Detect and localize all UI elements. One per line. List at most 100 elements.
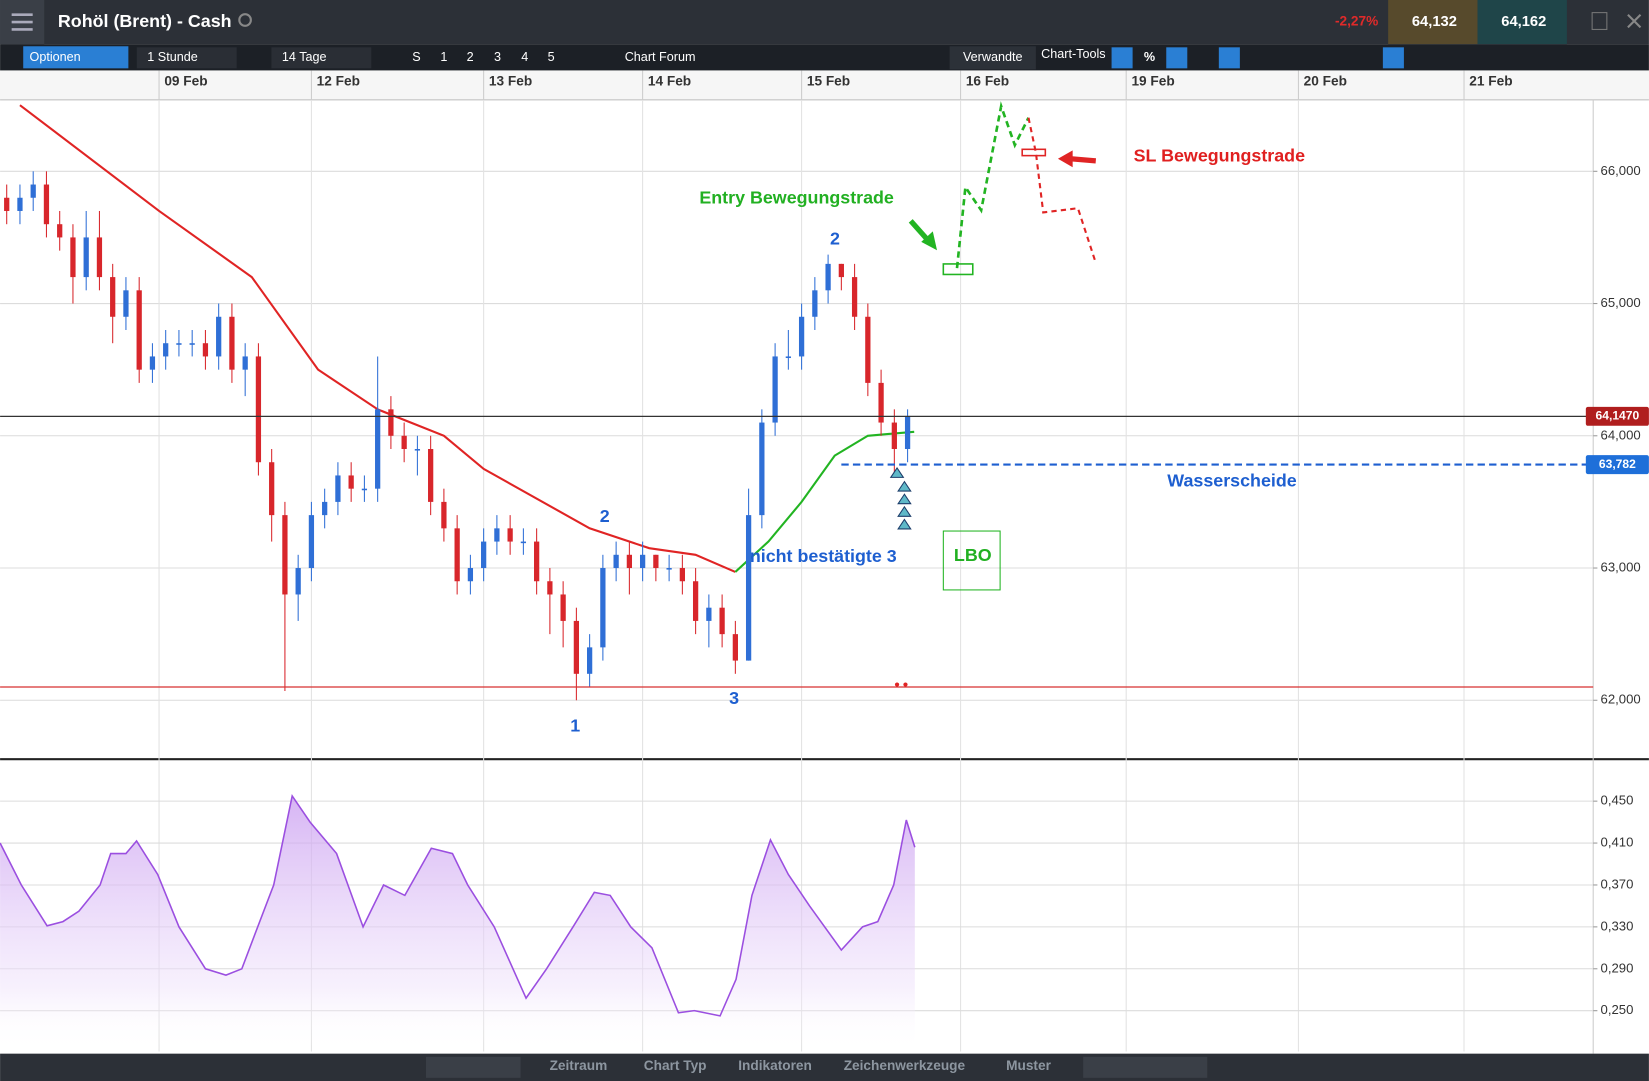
candle-body [322, 501, 328, 516]
candle-body [692, 581, 699, 621]
candle-body [812, 290, 818, 317]
preset[interactable]: 3 [494, 50, 501, 64]
plot-area: 62,000 63,000 64,000 65,000 66,000 09 Feb 12 F… [0, 70, 1649, 1052]
chart-forum[interactable]: Chart Forum [625, 50, 696, 64]
range-select[interactable] [271, 47, 372, 69]
candle-body [865, 316, 871, 383]
candle-body [123, 290, 129, 317]
indicator-area [0, 795, 915, 1052]
candle-body [534, 541, 540, 582]
y-tick-label: 0,330 [1601, 918, 1634, 933]
x-tick-label: 16 Feb [966, 74, 1009, 89]
chart-tools: Chart-Tools [1041, 47, 1105, 61]
annotation: Entry Bewegungstrade [699, 187, 894, 207]
x-tick-label: 13 Feb [489, 74, 532, 89]
sl-box [1021, 148, 1047, 157]
y-tick-label: 0,410 [1601, 835, 1634, 850]
options-button[interactable] [23, 46, 129, 69]
entry-arrowhead [921, 231, 938, 251]
candle-body [375, 409, 381, 489]
bottom-menu[interactable]: Muster [1006, 1058, 1051, 1073]
buy-box[interactable] [1477, 0, 1567, 45]
marker-dot [903, 682, 908, 687]
related: Verwandte [963, 50, 1023, 64]
y-tick-label: 65,000 [1601, 295, 1641, 310]
sl-arrowhead [1057, 150, 1073, 168]
lbo-box [942, 530, 1001, 591]
window-icon[interactable] [1591, 12, 1608, 30]
candle-body [163, 343, 169, 357]
candle-body [70, 237, 76, 278]
candle-body [825, 263, 831, 291]
related-button[interactable] [949, 46, 1036, 70]
candle-body [216, 316, 222, 357]
y-tick-label: 0,370 [1601, 876, 1634, 891]
candle-body [745, 515, 752, 661]
annotation: nicht bestätigte 3 [750, 546, 897, 566]
candle-body [295, 568, 301, 595]
preset[interactable]: S [412, 50, 420, 64]
candle-body [547, 581, 553, 595]
x-tick-label: 12 Feb [317, 74, 360, 89]
bottom-menu[interactable]: Zeitraum [550, 1058, 608, 1073]
candle-body [481, 541, 487, 569]
bottom-menu[interactable]: Indikatoren [738, 1058, 812, 1073]
candle-body [613, 554, 619, 569]
candle-body [467, 568, 474, 582]
candle-body [361, 488, 368, 491]
change: -2,27% [1335, 14, 1378, 29]
x-tick-label: 20 Feb [1304, 74, 1347, 89]
preset[interactable]: 4 [521, 50, 528, 64]
options-label: Optionen [30, 50, 81, 64]
candle-body [600, 568, 606, 648]
x-tick-label: 09 Feb [164, 74, 207, 89]
search-icon[interactable] [238, 13, 252, 27]
y-tick-label: 0,450 [1601, 793, 1634, 808]
tool-button[interactable] [1382, 47, 1404, 69]
candle-body [706, 607, 712, 621]
tool-button[interactable] [1218, 47, 1240, 69]
candle-body [639, 554, 646, 569]
candle-body [43, 184, 50, 225]
candle-body [494, 528, 500, 542]
candle-body [507, 528, 513, 542]
preset[interactable]: 5 [548, 50, 555, 64]
candle-body [772, 356, 778, 423]
candle-body [388, 409, 394, 436]
candle-body [308, 515, 315, 569]
price-label-box [1585, 455, 1649, 475]
candle-body [255, 356, 262, 463]
marker-dot [894, 682, 900, 687]
candle-body [110, 277, 116, 317]
bottom-menu[interactable]: Zeichenwerkzeuge [844, 1058, 966, 1073]
tool-button[interactable] [1166, 47, 1188, 69]
preset[interactable]: 1 [440, 50, 447, 64]
percent-tool[interactable]: % [1144, 50, 1155, 64]
candle-body [136, 290, 142, 370]
menu-icon [11, 13, 33, 31]
indicator-line [0, 793, 916, 1017]
candle-body [878, 382, 884, 423]
bottom-menu[interactable]: Chart Typ [644, 1058, 707, 1073]
interval: 1 Stunde [147, 50, 197, 64]
preset[interactable]: 2 [467, 50, 474, 64]
sell-box[interactable] [1388, 0, 1478, 45]
bottom-icons[interactable] [425, 1056, 521, 1078]
y-tick-label: 63,000 [1601, 559, 1641, 574]
candle-body [401, 435, 407, 450]
tool-button[interactable] [1111, 47, 1133, 69]
interval-select[interactable] [136, 47, 237, 69]
wave-label: 2 [600, 506, 610, 526]
candle-body [904, 415, 911, 450]
candle-body [798, 316, 805, 357]
moving-average [19, 104, 736, 573]
bid: 64,132 [1412, 14, 1457, 30]
candle-body [785, 356, 791, 359]
close-icon[interactable] [1627, 13, 1642, 29]
moving-average [734, 430, 915, 573]
y-tick-label: 0,290 [1601, 960, 1634, 975]
y-tick-label: 66,000 [1601, 163, 1641, 178]
wave-label: 1 [570, 715, 580, 735]
zoom-icons[interactable] [1083, 1056, 1208, 1078]
annotation: SL Bewegungstrade [1134, 145, 1305, 165]
